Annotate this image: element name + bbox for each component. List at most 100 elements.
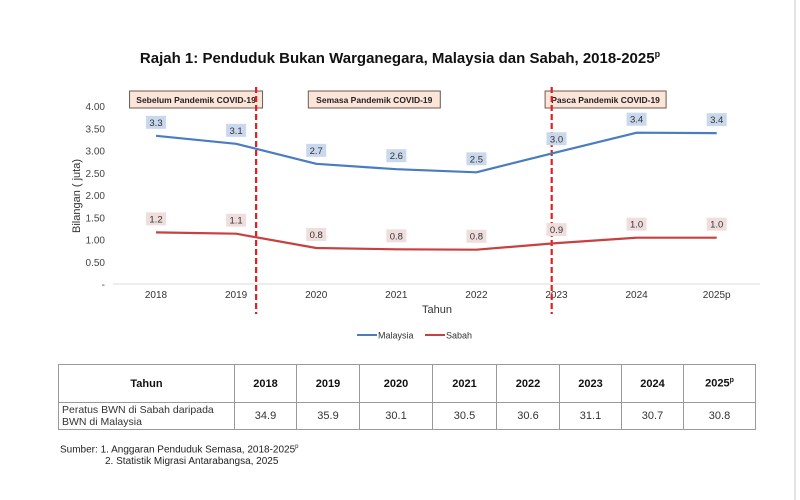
legend-item-malaysia: Malaysia: [357, 331, 414, 341]
data-label: 1.0: [706, 217, 727, 231]
data-label: 0.9: [546, 223, 567, 237]
table-row: Peratus BWN di Sabah daripada BWN di Mala…: [58, 402, 756, 430]
data-label: 1.2: [146, 212, 166, 226]
source-superscript: p: [295, 444, 299, 450]
data-label-text: 2.5: [470, 154, 483, 165]
data-label-text: 0.9: [550, 225, 563, 236]
period-box-rect: [129, 90, 264, 109]
row-label-line2: BWN di Malaysia: [62, 416, 142, 428]
y-tick-label: 3.00: [86, 147, 106, 158]
data-label: 0.8: [306, 227, 327, 241]
data-label-bg: [306, 227, 327, 241]
series-line-malaysia: [155, 131, 717, 174]
table-cell: 30.5: [432, 402, 497, 430]
table-cell: 34.9: [234, 402, 297, 430]
x-tick-label: 2021: [385, 290, 408, 301]
data-label: 3.3: [146, 115, 166, 129]
y-tick-label: 4.00: [86, 102, 106, 113]
data-label: 3.4: [706, 113, 727, 127]
legend-label: Sabah: [446, 331, 472, 341]
table-header-year: 2018: [234, 364, 297, 403]
table-cell: 30.6: [496, 402, 560, 430]
data-label-text: 1.0: [710, 220, 723, 231]
data-label: 3.4: [626, 112, 647, 126]
table-header-year: 2023: [559, 364, 622, 403]
data-label-bg: [386, 149, 407, 163]
period-box-rect: [544, 90, 667, 109]
period-box-rect: [307, 90, 441, 109]
source-note: Sumber: 1. Anggaran Penduduk Semasa, 201…: [60, 441, 299, 468]
legend-item-sabah: Sabah: [425, 331, 472, 341]
x-axis-title: Tahun: [422, 304, 452, 316]
data-label: 3.0: [546, 132, 567, 146]
table-row-label: Peratus BWN di Sabah daripada BWN di Mala…: [58, 402, 235, 430]
y-tick-label: 2.50: [86, 169, 106, 180]
period-dividers: [255, 87, 553, 314]
y-tick-label: 0.50: [86, 258, 106, 269]
chart-title-text: Rajah 1: Penduduk Bukan Warganegara, Mal…: [139, 50, 655, 67]
y-axis: - 0.50 1.00 1.50 2.00 2.50 3.00 3.50 4.00: [86, 102, 106, 291]
data-label: 2.5: [466, 152, 487, 166]
data-label-text: 3.0: [550, 134, 563, 145]
table-header-label: Tahun: [58, 364, 235, 403]
data-label-text: 0.8: [390, 231, 403, 242]
data-label-bg: [466, 229, 487, 243]
table-header-year-last: 2025p: [683, 364, 756, 403]
data-label-text: 1.0: [630, 220, 643, 231]
data-label-text: 3.1: [229, 126, 242, 137]
period-label-box: Pasca Pandemik COVID-19: [544, 90, 667, 109]
percentage-table: Tahun 2018 2019 2020 2021 2022 2023 2024…: [58, 364, 756, 430]
legend: Malaysia Sabah: [357, 331, 472, 341]
data-label-text: 3.4: [710, 115, 723, 126]
data-label: 0.8: [466, 229, 487, 243]
data-label: 2.6: [386, 149, 407, 163]
x-tick-label: 2019: [225, 290, 248, 301]
data-label: 2.7: [306, 143, 327, 157]
x-tick-label: 2023: [545, 290, 568, 301]
x-tick-label: 2020: [305, 290, 328, 301]
data-label-text: 3.4: [630, 115, 643, 126]
period-box-label: Pasca Pandemik COVID-19: [551, 95, 660, 105]
data-label-text: 0.8: [310, 230, 323, 241]
y-axis-title: Bilangan ( juta): [71, 159, 83, 233]
source-line-1: Sumber: 1. Anggaran Penduduk Semasa, 201…: [60, 441, 299, 456]
table-header-year: 2019: [296, 364, 360, 403]
data-label: 1.0: [626, 217, 647, 231]
source-line-2: 2. Statistik Migrasi Antarabangsa, 2025: [105, 456, 279, 468]
data-label-text: 1.2: [149, 214, 162, 225]
legend-label: Malaysia: [378, 331, 414, 341]
data-label-bg: [546, 132, 567, 146]
data-label-bg: [626, 217, 647, 231]
period-label-box: Semasa Pandemik COVID-19: [307, 90, 441, 109]
data-label-bg: [706, 217, 727, 231]
data-label-bg: [466, 152, 487, 166]
y-tick-label: 1.50: [86, 213, 106, 224]
table-header-year: 2021: [432, 364, 497, 403]
chart-title: Rajah 1: Penduduk Bukan Warganegara, Mal…: [0, 49, 800, 67]
x-tick-label: 2024: [625, 290, 648, 301]
data-label-text: 2.6: [390, 151, 403, 162]
data-label: 0.8: [386, 229, 407, 243]
data-label-bg: [626, 112, 647, 126]
data-label: 1.1: [226, 213, 247, 227]
period-box-label: Sebelum Pandemik COVID-19: [136, 95, 256, 105]
series-lines: [155, 131, 717, 251]
period-box-label: Semasa Pandemik COVID-19: [316, 95, 432, 105]
table-header-year: 2024: [621, 364, 684, 403]
y-tick-label: 2.00: [86, 191, 106, 202]
data-label-bg: [386, 229, 407, 243]
table-header-year: 2022: [496, 364, 560, 403]
data-label-bg: [706, 113, 727, 127]
page-edge-divider: [794, 0, 796, 500]
series-line-sabah: [155, 231, 717, 251]
x-axis: 2018 2019 2020 2021 2022 2023 2024 2025p: [145, 290, 731, 301]
data-label-text: 3.3: [149, 118, 162, 129]
table-header-year-text: 2025: [705, 377, 730, 390]
y-tick-label: 1.00: [86, 236, 106, 247]
data-label-bg: [226, 123, 247, 137]
period-labels: Sebelum Pandemik COVID-19 Semasa Pandemik…: [129, 90, 667, 109]
data-label-text: 0.8: [470, 232, 483, 243]
row-label-line1: Peratus BWN di Sabah daripada: [62, 404, 214, 416]
source-line-1-text: Sumber: 1. Anggaran Penduduk Semasa, 201…: [60, 444, 296, 456]
line-chart: -0.501.001.502.002.503.003.504.00 2018 20…: [71, 87, 760, 341]
